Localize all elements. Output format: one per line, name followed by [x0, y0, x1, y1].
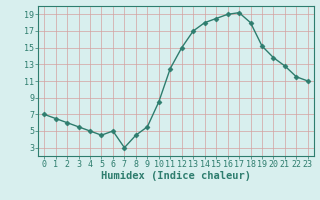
X-axis label: Humidex (Indice chaleur): Humidex (Indice chaleur)	[101, 171, 251, 181]
